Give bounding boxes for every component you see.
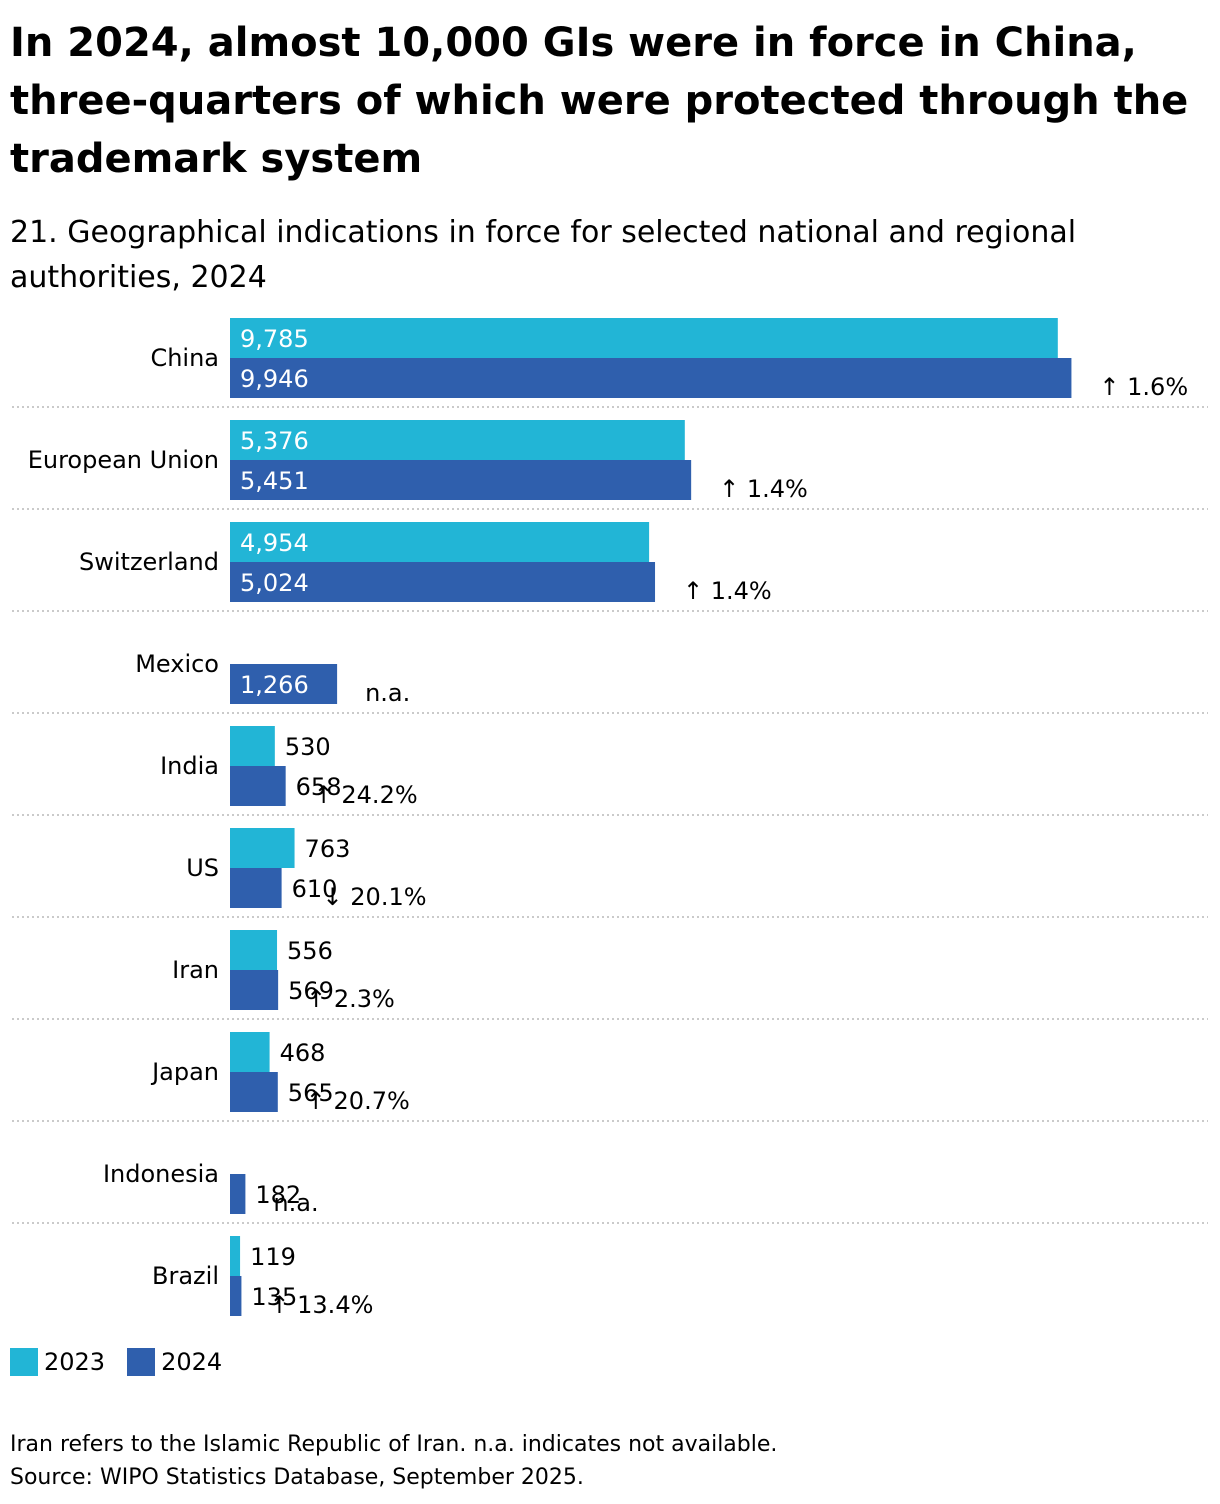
bar-2023-us (230, 828, 295, 868)
growth-label-brazil: ↑ 13.4% (269, 1291, 373, 1319)
value-label-2023-iran: 556 (287, 937, 333, 965)
growth-label-iran: ↑ 2.3% (306, 985, 395, 1013)
chart-subtitle: 21. Geographical indications in force fo… (10, 215, 1077, 295)
category-label-iran: Iran (172, 956, 219, 984)
category-label-us: US (186, 854, 219, 882)
bar-2023-china (230, 318, 1058, 358)
category-label-india: India (160, 752, 219, 780)
category-label-brazil: Brazil (152, 1262, 219, 1290)
growth-label-china: ↑ 1.6% (1099, 373, 1188, 401)
value-label-2024-european-union: 5,451 (240, 467, 309, 495)
value-label-2023-brazil: 119 (250, 1243, 296, 1271)
value-label-2024-us: 610 (292, 875, 338, 903)
value-label-2024-japan: 565 (288, 1079, 334, 1107)
bar-2024-indonesia (230, 1174, 246, 1214)
bar-2024-mexico (230, 664, 338, 704)
value-label-2024-brazil: 135 (251, 1283, 297, 1311)
legend-label-2024: 2024 (161, 1348, 223, 1376)
legend: 2023 2024 (10, 1348, 244, 1376)
value-label-2024-mexico: 1,266 (240, 671, 309, 699)
legend-item-2024: 2024 (127, 1348, 222, 1376)
growth-label-india: ↑ 24.2% (314, 781, 418, 809)
value-label-2024-iran: 569 (288, 977, 334, 1005)
growth-label-japan: ↑ 20.7% (306, 1087, 410, 1115)
growth-label-indonesia: n.a. (273, 1189, 318, 1217)
chart-title: In 2024, almost 10,000 GIs were in force… (10, 20, 1189, 182)
growth-label-european-union: ↑ 1.4% (719, 475, 808, 503)
category-label-china: China (150, 344, 219, 372)
value-label-2024-switzerland: 5,024 (240, 569, 309, 597)
value-label-2024-indonesia: 182 (255, 1181, 301, 1209)
category-label-japan: Japan (150, 1058, 219, 1086)
bar-2024-switzerland (230, 562, 656, 602)
category-label-indonesia: Indonesia (103, 1160, 219, 1188)
growth-label-switzerland: ↑ 1.4% (683, 577, 772, 605)
category-label-european-union: European Union (28, 446, 219, 474)
category-label-mexico: Mexico (135, 650, 219, 678)
bar-2023-iran (230, 930, 278, 970)
legend-label-2023: 2023 (44, 1348, 106, 1376)
bar-2023-switzerland (230, 522, 650, 562)
bar-2024-india (230, 766, 286, 806)
legend-swatch-2023 (10, 1348, 38, 1376)
category-label-switzerland: Switzerland (79, 548, 219, 576)
footnotes: Iran refers to the Islamic Republic of I… (10, 1428, 777, 1494)
value-label-2023-european-union: 5,376 (240, 427, 309, 455)
bar-chart: China 9,785 9,946 ↑ 1.6% European Union 5,376… (12, 318, 1208, 1319)
footnote-source: Source: WIPO Statistics Database, Septem… (10, 1465, 584, 1490)
bar-2023-india (230, 726, 275, 766)
growth-label-mexico: n.a. (365, 679, 410, 707)
value-label-2023-switzerland: 4,954 (240, 529, 309, 557)
value-label-2024-india: 658 (296, 773, 342, 801)
legend-swatch-2024 (127, 1348, 156, 1376)
legend-item-2023: 2023 (10, 1348, 105, 1376)
bar-2024-japan (230, 1072, 278, 1112)
bar-2023-brazil (230, 1236, 241, 1276)
bar-2023-european-union (230, 420, 685, 460)
value-label-2023-china: 9,785 (240, 325, 309, 353)
bar-2024-european-union (230, 460, 692, 500)
bar-2024-us (230, 868, 282, 908)
bar-2024-china (230, 358, 1072, 398)
value-label-2023-japan: 468 (280, 1039, 326, 1067)
bar-2023-japan (230, 1032, 270, 1072)
value-label-2024-china: 9,946 (240, 365, 309, 393)
bar-2024-iran (230, 970, 279, 1010)
growth-label-us: ↓ 20.1% (323, 883, 427, 911)
footnote-note: Iran refers to the Islamic Republic of I… (10, 1432, 778, 1457)
bar-2024-brazil (230, 1276, 242, 1316)
value-label-2023-india: 530 (285, 733, 331, 761)
value-label-2023-us: 763 (305, 835, 351, 863)
